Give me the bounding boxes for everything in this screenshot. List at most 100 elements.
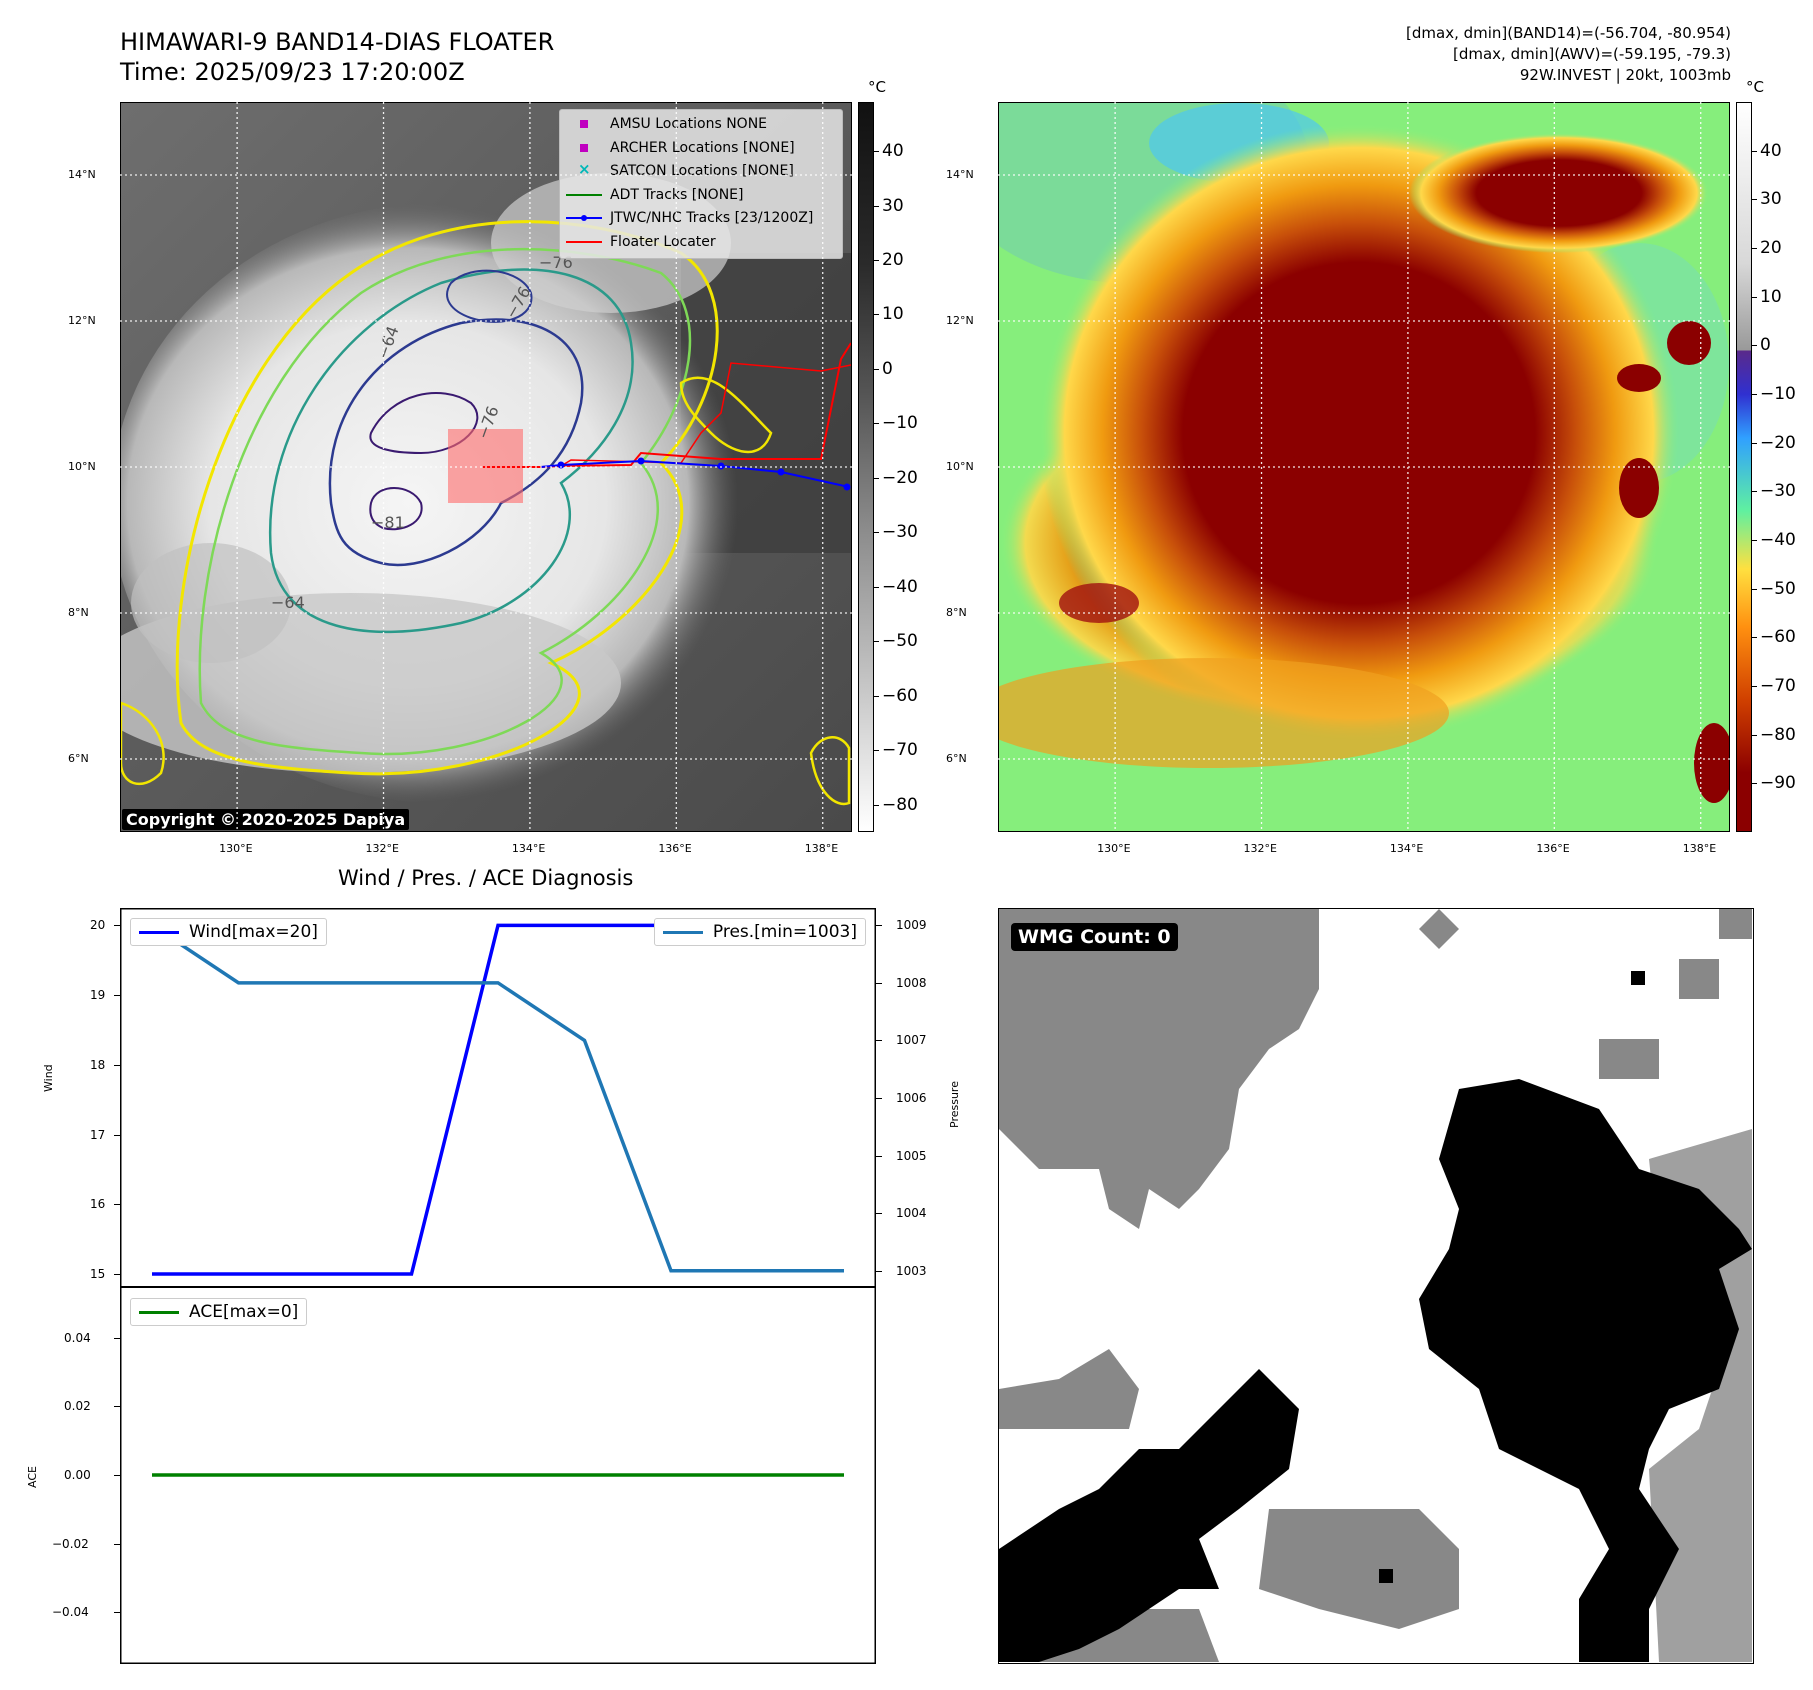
colorbar-tick-mark [874,151,879,153]
lat-tick-label: 10°N [946,460,974,473]
ace-legend: ACE[max=0] [130,1298,308,1326]
wind-tick-mark [114,925,120,927]
ace-tick-label: −0.02 [52,1536,89,1551]
pres-tick-label: 1007 [896,1033,927,1048]
colorbar-tick-mark [874,804,879,806]
copyright-label: Copyright © 2020-2025 Dapiya [122,809,410,830]
wind-tick-label: 19 [90,988,106,1003]
colorbar-tick-mark [1752,686,1757,687]
colorbar-tick-label: 30 [1760,189,1782,210]
diagnosis-title: Wind / Pres. / ACE Diagnosis [338,866,634,890]
colorbar-tick-label: −30 [1760,481,1796,502]
ace-legend-label: ACE[max=0] [189,1302,299,1322]
wind-tick-label: 15 [90,1267,106,1282]
right-colorbar [1736,102,1752,832]
colorbar-tick-mark [1752,296,1757,298]
right-map-imagery [999,103,1729,831]
lat-tick-label: 10°N [68,460,96,473]
left-colorbar-unit: °C [868,78,886,96]
legend-swatch [566,212,602,224]
wind-tick-mark [114,1134,120,1136]
legend-entry: Floater Locater [566,232,716,252]
info-storm: 92W.INVEST | 20kt, 1003mb [1519,66,1731,84]
wind-ylabel: Wind [42,1064,55,1092]
legend-swatch: × [578,160,591,178]
ace-tick-label: −0.04 [52,1605,89,1620]
colorbar-tick-label: −70 [882,740,918,761]
ace-tick-mark [114,1337,120,1339]
colorbar-tick-mark [874,532,879,534]
wind-tick-mark [114,1204,120,1206]
colorbar-tick-label: 40 [882,141,904,162]
chart-title: HIMAWARI-9 BAND14-DIAS FLOATER [120,28,555,56]
lon-tick-label: 130°E [219,842,253,855]
colorbar-tick-label: −30 [882,522,918,543]
info-awv: [dmax, dmin](AWV)=(-59.195, -79.3) [1452,45,1731,63]
ace-tick-label: 0.02 [64,1399,91,1414]
ace-axes-frame [120,1286,876,1664]
pres-tick-mark [876,982,882,984]
colorbar-tick-label: 20 [1760,238,1782,258]
pres-tick-mark [876,1098,882,1099]
colorbar-tick-mark [1752,150,1757,152]
colorbar-tick-mark [874,259,879,261]
legend-label: ADT Tracks [NONE] [610,186,744,203]
legend-entry: AMSU Locations NONE [566,114,767,134]
lon-tick-label: 134°E [511,842,546,855]
colorbar-tick-mark [1752,442,1757,444]
legend-entry: JTWC/NHC Tracks [23/1200Z] [566,208,813,228]
lat-tick-label: 6°N [68,752,89,765]
chart-time: Time: 2025/09/23 17:20:00Z [120,58,465,86]
colorbar-tick-mark [874,695,879,697]
legend-label: JTWC/NHC Tracks [23/1200Z] [610,210,814,226]
colorbar-tick-mark [1752,783,1757,785]
lat-tick-label: 14°N [68,168,96,181]
colorbar-tick-mark [874,423,879,425]
wind-legend-swatch [139,930,179,934]
pres-tick-label: 1004 [896,1206,927,1221]
colorbar-tick-label: −40 [882,576,918,597]
colorbar-tick-mark [874,205,879,207]
pres-legend-label: Pres.[min=1003] [712,922,857,942]
colorbar-tick-label: −20 [1760,432,1796,453]
colorbar-tick-label: 10 [882,304,904,325]
colorbar-tick-label: 20 [882,249,904,270]
colorbar-tick-mark [1752,199,1757,201]
colorbar-tick-mark [874,750,879,752]
wind-tick-label: 20 [90,918,106,933]
ace-chart: ACE[max=0] [120,1286,876,1664]
contour-label: −81 [371,513,405,532]
colorbar-tick-label: −20 [882,467,918,488]
colorbar-tick-label: −10 [882,413,918,434]
colorbar-tick-label: −90 [1760,773,1796,794]
colorbar-tick-mark [874,586,879,588]
ace-tick-mark [114,1543,120,1545]
legend-label: ARCHER Locations [NONE] [610,139,795,156]
ace-tick-label: 0.00 [64,1468,91,1482]
pres-tick-mark [876,1155,882,1157]
wind-legend-label: Wind[max=20] [189,922,318,942]
legend-entry: ADT Tracks [NONE] [566,185,743,205]
colorbar-tick-label: −10 [1760,384,1796,404]
ace-tick-mark [114,1406,120,1408]
colorbar-tick-mark [874,314,879,316]
pres-tick-label: 1008 [896,975,927,990]
colorbar-tick-label: 0 [882,358,893,379]
wmg-count-label: WMG Count: 0 [1011,923,1178,951]
contour-label: −64 [271,593,305,612]
lon-tick-label: 130°E [1097,842,1131,855]
colorbar-tick-label: −70 [1760,676,1796,696]
wind-series-line [152,923,844,1276]
wind-tick-label: 16 [90,1197,106,1212]
legend-swatch [566,236,602,248]
ace-plot [120,1286,876,1664]
pres-tick-mark [876,925,882,927]
wind-legend: Wind[max=20] [130,918,327,946]
lon-tick-label: 136°E [658,842,692,855]
colorbar-tick-label: 0 [1760,335,1771,356]
pres-tick-label: 1006 [896,1091,927,1105]
wind-tick-mark [114,1274,120,1276]
lon-tick-label: 132°E [1243,842,1277,855]
colorbar-tick-label: −40 [1760,530,1796,550]
right-map-panel [998,102,1730,832]
